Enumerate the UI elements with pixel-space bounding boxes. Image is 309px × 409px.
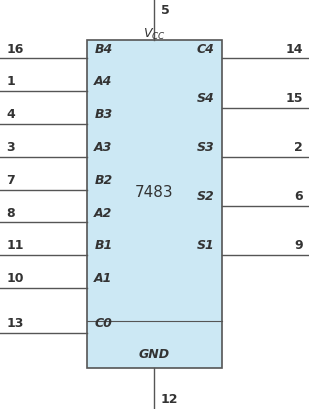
Text: 2: 2 bbox=[294, 141, 303, 154]
Text: 14: 14 bbox=[285, 43, 303, 56]
Text: A4: A4 bbox=[94, 75, 112, 88]
Text: 7: 7 bbox=[6, 173, 15, 187]
Text: S1: S1 bbox=[197, 239, 215, 252]
Text: 5: 5 bbox=[161, 4, 169, 17]
Text: B3: B3 bbox=[94, 108, 112, 121]
Text: GND: GND bbox=[139, 347, 170, 360]
Text: B2: B2 bbox=[94, 173, 112, 187]
Text: S4: S4 bbox=[197, 92, 215, 105]
Text: B1: B1 bbox=[94, 239, 112, 252]
FancyBboxPatch shape bbox=[87, 41, 222, 368]
Text: $V_{CC}$: $V_{CC}$ bbox=[143, 27, 166, 42]
Text: 4: 4 bbox=[6, 108, 15, 121]
Text: C0: C0 bbox=[94, 317, 112, 330]
Text: 15: 15 bbox=[285, 92, 303, 105]
Text: 12: 12 bbox=[161, 392, 178, 405]
Text: 10: 10 bbox=[6, 272, 24, 285]
Text: 6: 6 bbox=[294, 190, 303, 203]
Text: 1: 1 bbox=[6, 75, 15, 88]
Text: 8: 8 bbox=[6, 206, 15, 219]
Text: 3: 3 bbox=[6, 141, 15, 154]
Text: A2: A2 bbox=[94, 206, 112, 219]
Text: 7483: 7483 bbox=[135, 185, 174, 200]
Text: S2: S2 bbox=[197, 190, 215, 203]
Text: 11: 11 bbox=[6, 239, 24, 252]
Text: 16: 16 bbox=[6, 43, 23, 56]
Text: S3: S3 bbox=[197, 141, 215, 154]
Text: 13: 13 bbox=[6, 317, 23, 330]
Text: C4: C4 bbox=[197, 43, 215, 56]
Text: A3: A3 bbox=[94, 141, 112, 154]
Text: 9: 9 bbox=[294, 239, 303, 252]
Text: A1: A1 bbox=[94, 272, 112, 285]
Text: B4: B4 bbox=[94, 43, 112, 56]
